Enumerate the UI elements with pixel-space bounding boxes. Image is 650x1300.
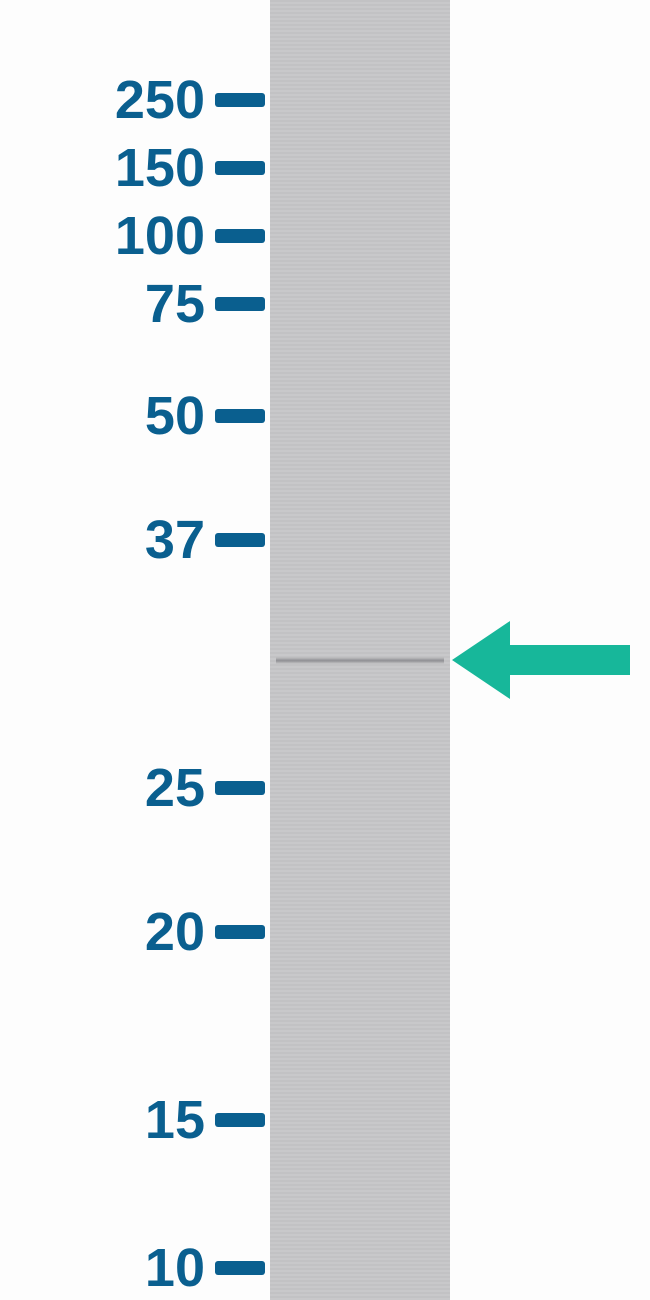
mw-dash-250 [215,93,265,107]
arrow-left-icon [452,621,630,699]
mw-dash-20 [215,925,265,939]
protein-band-0 [276,657,444,664]
mw-dash-25 [215,781,265,795]
mw-dash-100 [215,229,265,243]
mw-dash-150 [215,161,265,175]
mw-label-100: 100 [115,209,205,263]
mw-label-15: 15 [145,1093,205,1147]
mw-label-25: 25 [145,761,205,815]
mw-label-150: 150 [115,141,205,195]
mw-dash-50 [215,409,265,423]
blot-canvas: 250 150 100 75 50 37 25 20 15 10 [0,0,650,1300]
mw-label-50: 50 [145,389,205,443]
mw-dash-75 [215,297,265,311]
gel-lane [270,0,450,1300]
mw-label-75: 75 [145,277,205,331]
mw-label-10: 10 [145,1241,205,1295]
mw-label-20: 20 [145,905,205,959]
mw-label-250: 250 [115,73,205,127]
mw-dash-37 [215,533,265,547]
indicator-arrow [452,621,630,699]
mw-dash-15 [215,1113,265,1127]
mw-label-37: 37 [145,513,205,567]
mw-dash-10 [215,1261,265,1275]
